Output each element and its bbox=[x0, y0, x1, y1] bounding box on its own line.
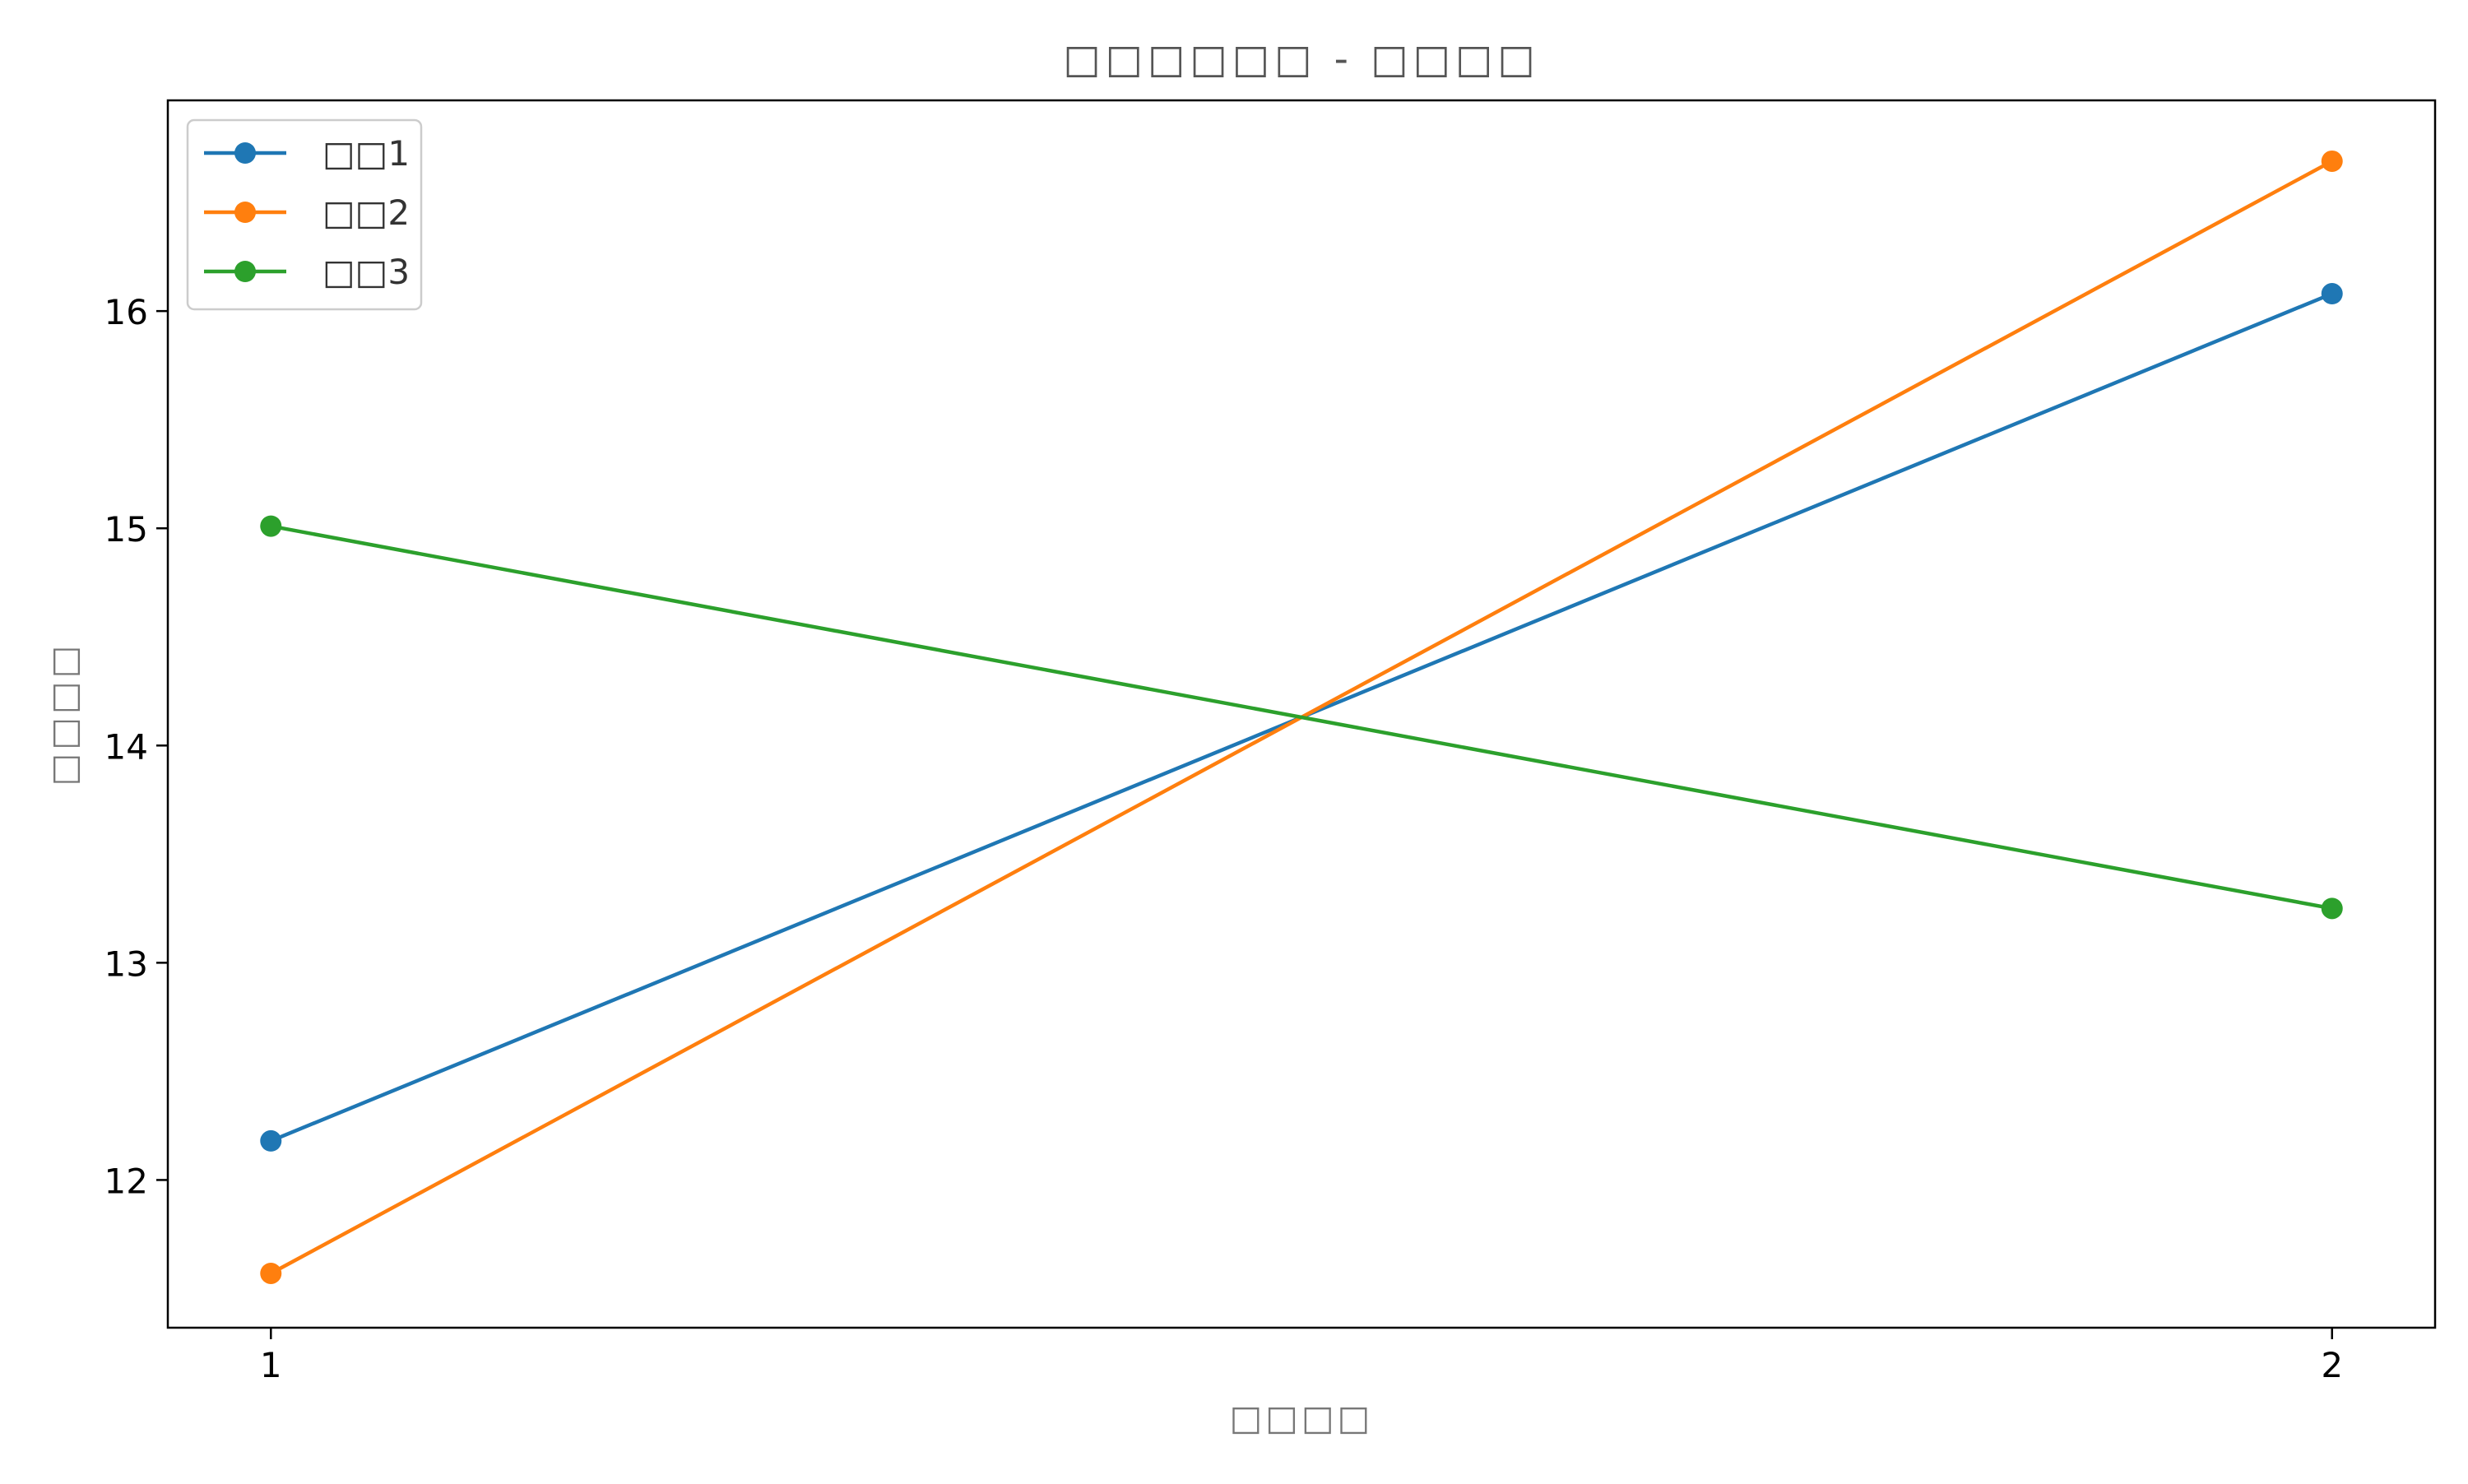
legend-label: □□1 bbox=[322, 133, 410, 174]
y-tick-label: 12 bbox=[104, 1161, 148, 1201]
y-tick-label: 16 bbox=[104, 292, 148, 332]
legend-item-3: □□3 bbox=[204, 252, 410, 292]
legend-item-1: □□1 bbox=[204, 133, 410, 174]
series-layer bbox=[260, 150, 2343, 1284]
x-axis-label: □□□□ bbox=[1230, 1398, 1374, 1438]
series-1-point bbox=[260, 1129, 282, 1152]
legend-label: □□2 bbox=[322, 192, 410, 233]
series-1-point bbox=[2321, 283, 2343, 305]
y-axis: 12 13 14 15 16 bbox=[104, 292, 168, 1201]
legend: □□1 □□2 □□3 bbox=[186, 118, 423, 311]
plot-area-frame bbox=[166, 99, 2437, 1329]
series-2-point bbox=[2321, 150, 2343, 172]
legend-swatch-marker bbox=[234, 142, 256, 164]
y-tick-label: 14 bbox=[104, 726, 148, 767]
legend-swatch-marker bbox=[234, 261, 256, 282]
legend-item-2: □□2 bbox=[204, 192, 410, 233]
legend-swatch-marker bbox=[234, 202, 256, 223]
series-3-point bbox=[2321, 897, 2343, 920]
series-3-point bbox=[260, 515, 282, 537]
y-tick-label: 15 bbox=[104, 509, 148, 550]
chart-title: □□□□□□ - □□□□ bbox=[1063, 36, 1539, 82]
series-3-line bbox=[270, 524, 2333, 911]
y-axis-label: □□□□ bbox=[44, 642, 84, 786]
series-3 bbox=[260, 515, 2343, 920]
x-tick-label: 1 bbox=[260, 1345, 282, 1385]
y-tick-label: 13 bbox=[104, 944, 148, 984]
legend-label: □□3 bbox=[322, 252, 410, 292]
series-2-point bbox=[260, 1262, 282, 1284]
x-tick-label: 2 bbox=[2321, 1345, 2343, 1385]
